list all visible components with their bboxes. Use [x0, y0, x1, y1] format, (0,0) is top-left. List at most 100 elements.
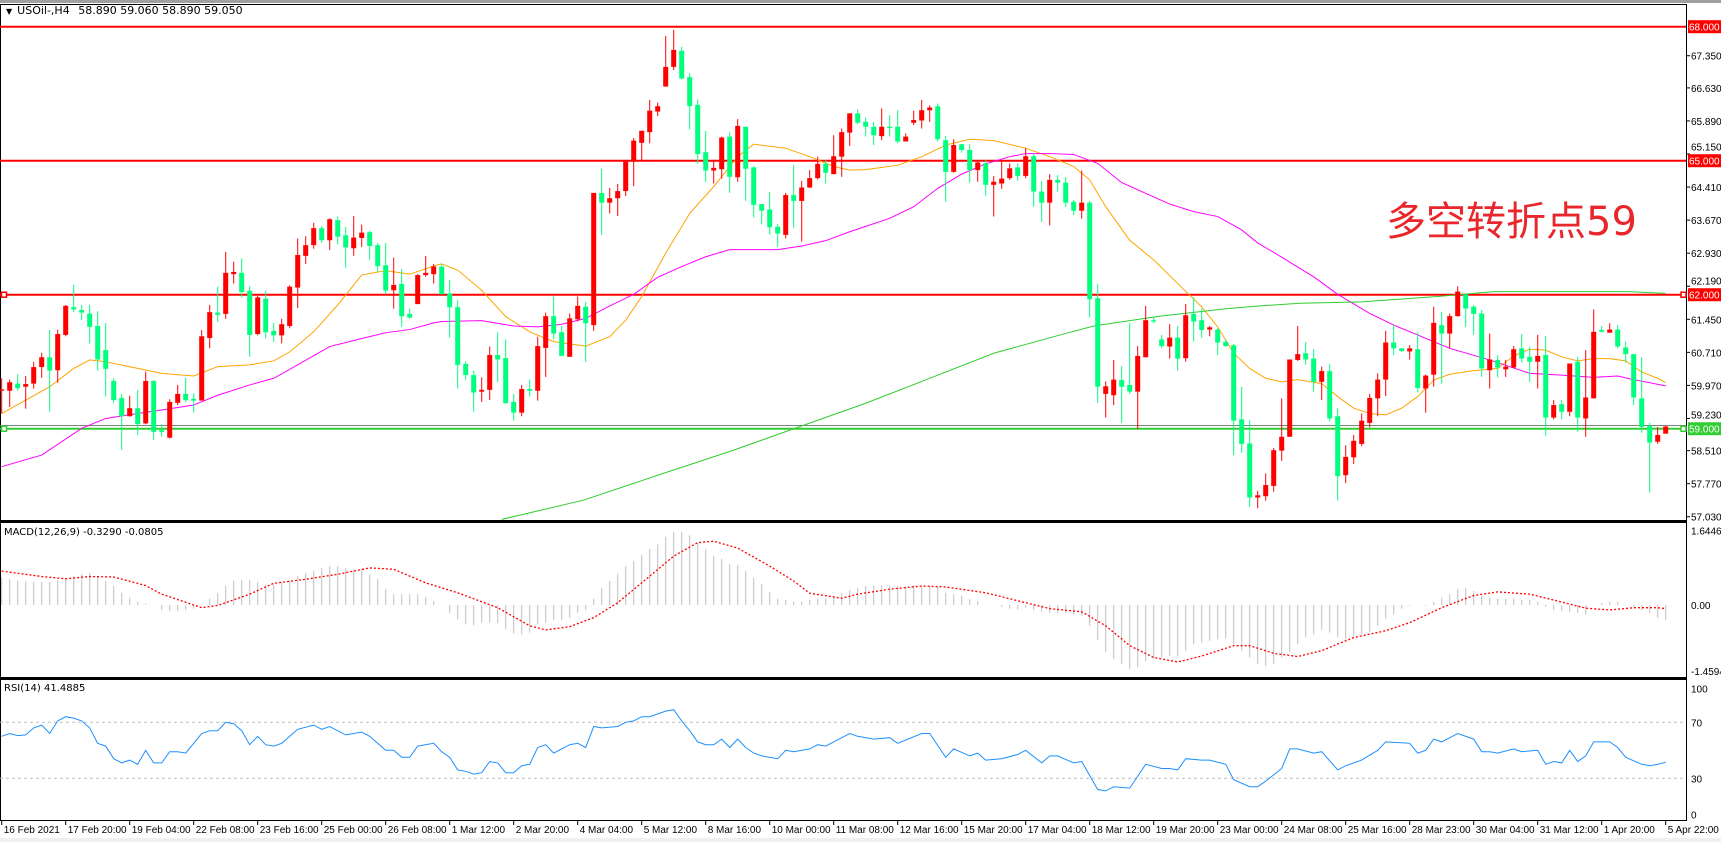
- candlestick: [783, 192, 789, 239]
- price-tick-label: 64.410: [1691, 183, 1721, 194]
- candlestick: [463, 361, 469, 381]
- candle-body: [471, 375, 477, 393]
- candle-body: [855, 113, 861, 123]
- time-axis-label: 19 Mar 20:00: [1156, 825, 1215, 836]
- candle-body: [879, 126, 885, 137]
- candlestick: [1383, 330, 1389, 397]
- left-border: [0, 4, 1, 820]
- candlestick: [1127, 322, 1133, 394]
- candle-body: [1119, 380, 1125, 387]
- time-axis-label: 10 Mar 00:00: [772, 825, 831, 836]
- candle-body: [1455, 291, 1461, 317]
- candle-body: [303, 245, 309, 256]
- chart-annotation-text[interactable]: 多空转折点59: [1386, 199, 1637, 245]
- candlestick: [1143, 305, 1149, 358]
- candlestick: [1655, 426, 1661, 444]
- candlestick: [863, 117, 869, 137]
- candle-body: [239, 272, 245, 293]
- candle-body: [1359, 420, 1365, 444]
- candle-body: [511, 401, 517, 413]
- candle-body: [919, 110, 925, 121]
- candlestick: [551, 296, 557, 340]
- candle-body: [1199, 320, 1205, 331]
- candlestick: [1447, 313, 1453, 349]
- symbol-timeframe: USOil-,H4: [17, 4, 70, 17]
- candle-body: [831, 156, 837, 175]
- ohlc-values: 58.890 59.060 58.890 59.050: [78, 4, 243, 17]
- candlestick: [743, 126, 749, 201]
- candlestick: [1263, 473, 1269, 501]
- horizontal-levels[interactable]: [0, 25, 1687, 432]
- candlestick: [1151, 316, 1157, 324]
- macd-axis-label: -1.4594: [1691, 667, 1721, 678]
- candle-body: [255, 297, 261, 335]
- candle-body: [1599, 330, 1605, 332]
- candlestick: [991, 175, 997, 217]
- price-tick-label: 59.970: [1691, 381, 1721, 392]
- candlestick: [607, 187, 613, 214]
- candlestick: [679, 46, 685, 80]
- candle-body: [71, 307, 77, 310]
- candlestick: [1247, 420, 1253, 507]
- candle-body: [775, 226, 781, 234]
- candlestick: [399, 269, 405, 327]
- candle-body: [423, 272, 429, 276]
- candle-body: [7, 382, 13, 391]
- candlestick: [1575, 357, 1581, 432]
- level-anchor-handle[interactable]: [1680, 425, 1687, 432]
- candlestick: [583, 301, 589, 363]
- candlestick: [1007, 163, 1013, 180]
- time-axis-label: 11 Mar 08:00: [836, 825, 895, 836]
- candlestick: [231, 261, 237, 284]
- candle-body: [167, 401, 173, 438]
- candlestick: [1111, 359, 1117, 406]
- candlestick: [63, 304, 69, 337]
- candlestick: [175, 384, 181, 406]
- candle-body: [1335, 416, 1341, 477]
- candlestick: [647, 99, 653, 144]
- candle-body: [55, 334, 61, 371]
- price-tick-label: 62.190: [1691, 277, 1721, 288]
- candlestick: [895, 110, 901, 144]
- candle-body: [1295, 354, 1301, 360]
- candlestick: [239, 258, 245, 298]
- price-level-label: 65.000: [1689, 157, 1720, 168]
- candle-body: [407, 313, 413, 318]
- candle-body: [487, 355, 493, 390]
- candle-body: [1023, 156, 1029, 176]
- candlestick: [1567, 363, 1573, 417]
- level-anchor-handle[interactable]: [0, 291, 8, 298]
- price-level-label-box: [1688, 154, 1721, 168]
- candlestick: [335, 216, 341, 245]
- candlestick: [951, 139, 957, 173]
- level-anchor-handle[interactable]: [0, 425, 8, 432]
- candle-body: [999, 178, 1005, 184]
- macd-axis-label: 1.6446: [1691, 527, 1721, 538]
- candlestick: [255, 296, 261, 336]
- time-axis-label: 22 Feb 08:00: [196, 825, 255, 836]
- candlestick: [1215, 328, 1221, 356]
- candle-body: [1415, 349, 1421, 389]
- candle-body: [1159, 339, 1165, 347]
- candle-body: [1207, 327, 1213, 330]
- candlestick: [1479, 309, 1485, 377]
- time-axis-label: 2 Mar 20:00: [516, 825, 570, 836]
- candle-body: [1071, 201, 1077, 211]
- candle-body: [911, 120, 917, 123]
- candlestick: [471, 370, 477, 412]
- price-tick-label: 67.350: [1691, 52, 1721, 63]
- candle-body: [1543, 355, 1549, 418]
- candle-body: [1007, 168, 1013, 179]
- candle-body: [575, 305, 581, 320]
- candle-body: [767, 209, 773, 228]
- candlestick: [855, 109, 861, 125]
- candle-body: [391, 284, 397, 291]
- moving-average-line: [1, 138, 1666, 416]
- candle-body: [479, 389, 485, 392]
- candlestick: [183, 377, 189, 402]
- level-anchor-handle[interactable]: [1680, 291, 1687, 298]
- candlestick: [423, 255, 429, 277]
- price-tick-label: 65.150: [1691, 143, 1721, 154]
- collapse-arrow-icon[interactable]: ▼: [6, 7, 13, 16]
